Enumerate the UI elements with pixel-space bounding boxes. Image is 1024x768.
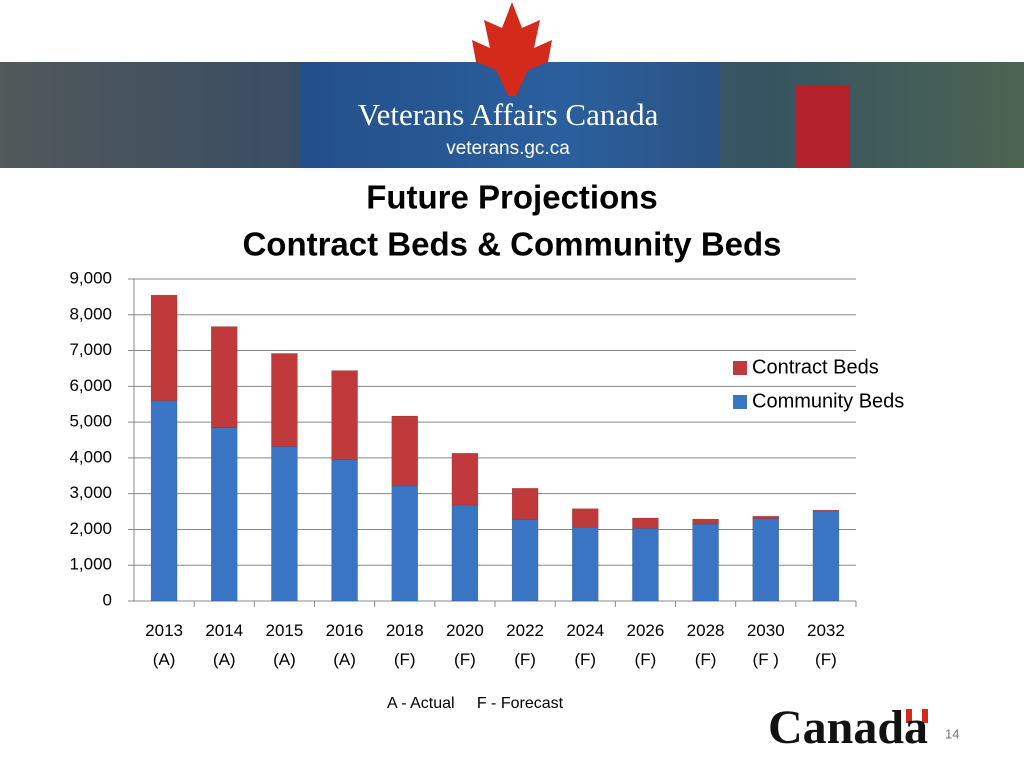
maple-leaf <box>472 2 552 96</box>
banner-photos <box>720 62 1024 168</box>
legend-label: Community Beds <box>752 390 904 412</box>
bar-segment <box>391 415 418 487</box>
y-tick-label: 7,000 <box>69 340 112 359</box>
bar-segment <box>150 400 178 602</box>
bar-segment <box>150 294 178 401</box>
bar-segment <box>572 508 599 528</box>
bar-segment <box>632 528 659 602</box>
bar-segment <box>632 517 659 529</box>
x-tick-label: 2030 (F ) <box>746 621 785 669</box>
x-tick-label: 2024 (F) <box>566 621 605 669</box>
y-tick-label: 4,000 <box>69 447 112 466</box>
flag-center <box>912 709 922 723</box>
x-tick-label: 2016 (A) <box>325 621 364 669</box>
bar-segment <box>211 427 238 602</box>
x-tick-label: 2028 (F) <box>686 621 725 669</box>
bar-segment <box>211 326 238 428</box>
x-tick-label: 2020 (F) <box>445 621 484 669</box>
x-tick-label: 2032 (F) <box>806 621 845 669</box>
bar-segment <box>271 446 298 602</box>
bar-segment <box>812 509 840 512</box>
legend-label: Contract Beds <box>752 356 879 378</box>
annotation: A - Actual F - Forecast <box>387 695 564 712</box>
x-tick-label: 2013 (A) <box>145 621 183 669</box>
y-tick-label: 5,000 <box>69 412 112 431</box>
banner-photo-red <box>795 85 850 168</box>
y-tick-label: 8,000 <box>69 304 112 323</box>
bar-segment <box>271 353 298 447</box>
chart-subtitle: Contract Beds & Community Beds <box>242 226 781 263</box>
banner-title: Veterans Affairs Canada <box>358 97 659 132</box>
bar-segment <box>572 527 599 602</box>
legend-swatch <box>733 395 747 409</box>
x-tick-label: 2026 (F) <box>626 621 665 669</box>
banner-url: veterans.gc.ca <box>446 138 570 159</box>
bar-segment <box>391 485 418 602</box>
bar-segment <box>692 518 719 525</box>
x-tick-label: 2018 (F) <box>385 621 424 669</box>
banner-photos <box>0 62 300 168</box>
bar-segment <box>511 519 539 602</box>
x-tick-label: 2014 (A) <box>205 621 244 669</box>
x-tick-label: 2022 (F) <box>506 621 544 669</box>
bar-segment <box>451 452 479 506</box>
bar-segment <box>752 518 779 602</box>
y-tick-label: 6,000 <box>69 376 112 395</box>
y-tick-label: 3,000 <box>69 483 112 502</box>
chart-title: Future Projections <box>366 179 658 216</box>
y-tick-label: 0 <box>103 590 112 609</box>
y-tick-label: 1,000 <box>69 555 112 574</box>
bar-segment <box>812 510 840 602</box>
bar-segment <box>451 504 479 602</box>
y-tick-label: 2,000 <box>69 519 112 538</box>
legend-swatch <box>733 361 747 375</box>
bar-segment <box>692 523 719 602</box>
page-number: 14 <box>945 726 959 741</box>
wordmark: Canada <box>768 701 928 754</box>
y-tick-label: 9,000 <box>69 268 112 287</box>
bar-segment <box>752 515 779 519</box>
bar-segment <box>511 488 539 521</box>
bar-segment <box>331 370 358 460</box>
bar-segment <box>331 459 358 602</box>
x-tick-label: 2015 (A) <box>265 621 304 669</box>
